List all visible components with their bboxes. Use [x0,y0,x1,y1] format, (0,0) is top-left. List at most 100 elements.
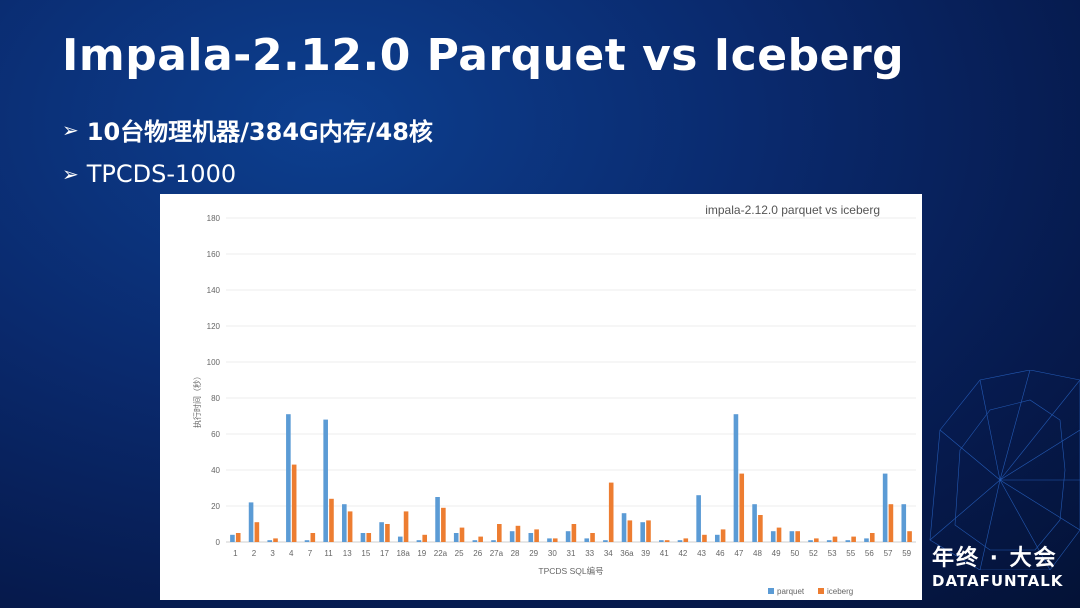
bar-parquet-30 [547,538,552,542]
bar-parquet-11 [323,419,328,542]
legend-label-parquet: parquet [777,587,805,596]
bar-iceberg-31 [571,524,577,542]
x-tick-label: 53 [828,549,837,558]
bar-iceberg-36a [627,520,633,542]
bar-parquet-56 [864,538,869,542]
x-tick-label: 59 [902,549,911,558]
x-tick-label: 55 [846,549,855,558]
y-tick-label: 180 [207,214,221,223]
bar-parquet-50 [789,531,795,542]
y-tick-label: 160 [207,250,221,259]
bar-iceberg-3 [273,538,278,542]
x-tick-label: 1 [233,549,238,558]
x-tick-label: 46 [716,549,725,558]
bar-iceberg-17 [385,524,390,542]
bar-iceberg-29 [534,529,539,542]
legend-swatch-iceberg [818,588,824,594]
x-tick-label: 2 [252,549,257,558]
x-tick-label: 4 [289,549,294,558]
bar-iceberg-43 [702,534,707,542]
x-tick-label: 56 [865,549,874,558]
bar-parquet-52 [808,540,813,542]
bar-parquet-27a [491,540,496,542]
bar-parquet-15 [360,533,366,542]
chart-panel: 0 20 40 60 80 100 120 140 160 180 1 2 3 4 7 11 13 15 17 18a… [160,194,922,600]
bullet-benchmark-text: TPCDS-1000 [86,160,237,188]
x-tick-label: 15 [361,549,370,558]
bar-parquet-26 [472,540,478,542]
bar-parquet-4 [286,414,291,542]
bar-iceberg-49 [776,527,782,542]
y-tick-label: 120 [207,322,221,331]
slide-title: Impala-2.12.0 Parquet vs Iceberg [62,30,905,81]
x-tick-label: 30 [548,549,557,558]
bullet-hardware: ➢ 10台物理机器/384G内存/48核 [62,112,433,147]
chart-title: impala-2.12.0 parquet vs iceberg [705,203,880,217]
y-tick-label: 80 [211,394,220,403]
bar-parquet-17 [379,522,384,542]
bar-iceberg-27a [497,524,502,542]
bar-iceberg-42 [683,538,689,542]
x-tick-label: 36a [620,549,634,558]
brand-logo-text: DATAFUNTALK [932,572,1064,590]
bar-iceberg-28 [515,525,521,542]
bar-iceberg-56 [869,533,875,542]
bar-parquet-55 [845,540,851,542]
bar-iceberg-55 [851,536,856,542]
x-tick-label: 25 [455,549,464,558]
x-tick-label: 57 [884,549,893,558]
bar-iceberg-41 [664,540,670,542]
x-tick-label: 3 [270,549,275,558]
x-tick-label: 50 [790,549,799,558]
bar-parquet-19 [416,540,422,542]
x-tick-label: 39 [641,549,650,558]
bar-iceberg-26 [478,536,483,542]
x-tick-label: 13 [343,549,352,558]
bar-parquet-13 [342,504,347,542]
decorative-starburst-icon [929,370,1080,570]
x-tick-label: 49 [772,549,781,558]
y-tick-label: 60 [211,430,220,439]
x-tick-label: 27a [490,549,504,558]
bar-iceberg-11 [329,498,334,542]
y-tick-label: 20 [211,502,220,511]
x-tick-label: 41 [660,549,669,558]
bar-iceberg-22a [441,507,446,542]
bar-iceberg-7 [310,533,316,542]
bar-iceberg-34 [608,482,614,542]
legend-swatch-parquet [768,588,774,594]
x-tick-label: 17 [380,549,389,558]
bar-parquet-34 [603,540,608,542]
bar-parquet-43 [696,495,701,542]
bar-iceberg-19 [422,534,428,542]
bar-parquet-42 [677,540,683,542]
bar-iceberg-1 [235,533,241,542]
bar-iceberg-18a [403,511,409,542]
y-tick-label: 140 [207,286,221,295]
x-tick-label: 48 [753,549,762,558]
bar-iceberg-33 [590,533,595,542]
bar-iceberg-52 [814,538,819,542]
bar-iceberg-57 [888,504,894,542]
bar-iceberg-13 [347,511,353,542]
bar-parquet-49 [770,531,776,542]
x-tick-label: 11 [324,549,333,558]
x-tick-label: 22a [434,549,448,558]
bar-iceberg-25 [459,527,465,542]
y-tick-label: 40 [211,466,220,475]
bar-parquet-31 [565,531,571,542]
bar-iceberg-4 [291,464,297,542]
bar-parquet-3 [267,540,273,542]
bar-parquet-59 [901,504,907,542]
bar-iceberg-53 [832,536,838,542]
y-tick-label: 0 [216,538,221,547]
bar-parquet-36a [621,513,627,542]
x-tick-label: 33 [585,549,594,558]
bar-parquet-53 [826,540,832,542]
x-tick-label: 29 [529,549,538,558]
y-tick-label: 100 [207,358,221,367]
bullet-benchmark: ➢ TPCDS-1000 [62,160,236,188]
bar-parquet-28 [509,531,515,542]
bar-parquet-25 [453,533,459,542]
